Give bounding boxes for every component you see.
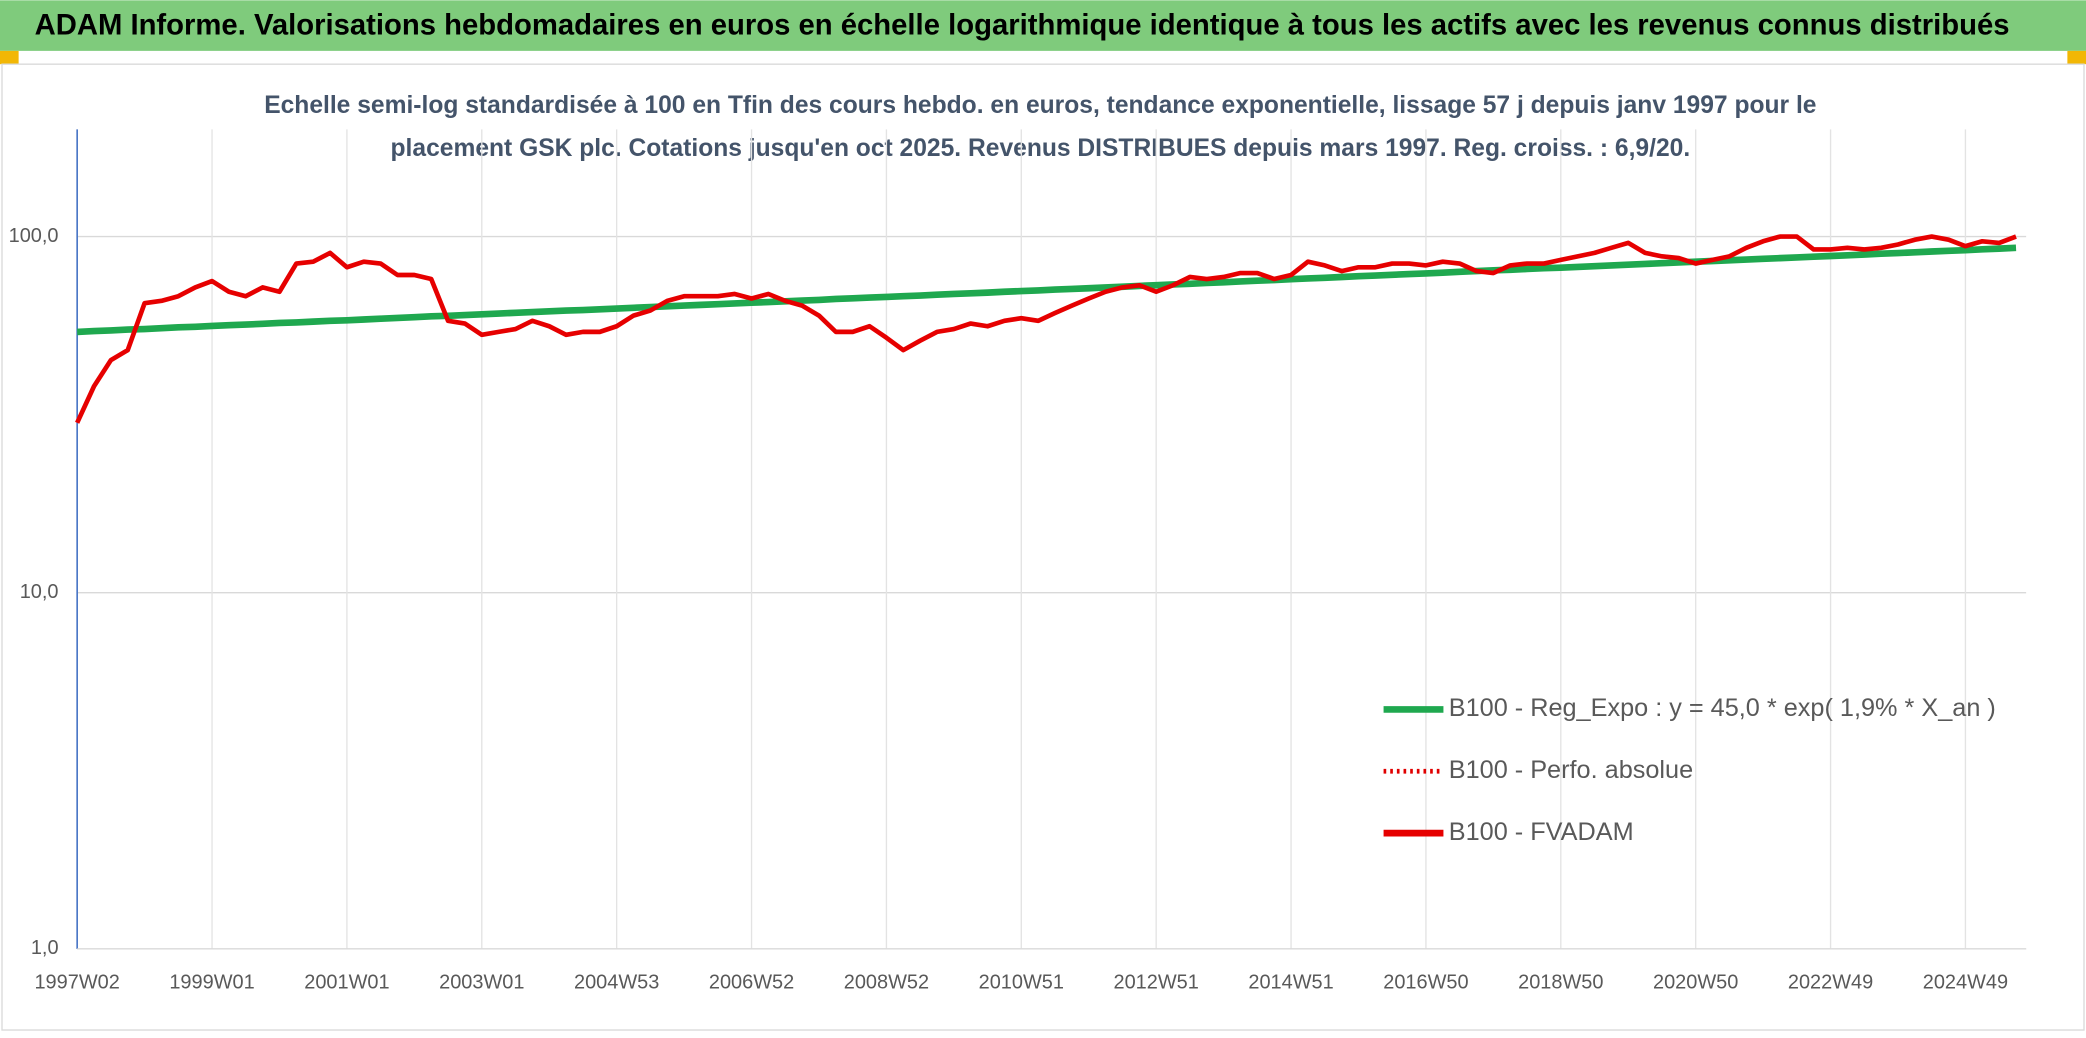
x-tick-label: 2004W53: [574, 972, 659, 994]
legend-label: B100 - Perfo. absolue: [1449, 756, 1693, 784]
x-tick-label: 2012W51: [1113, 972, 1198, 994]
chart-subtitle: Echelle semi-log standardisée à 100 en T…: [264, 92, 1816, 119]
y-tick-label: 100,0: [9, 225, 59, 247]
x-tick-label: 1997W02: [34, 972, 119, 994]
legend-label: B100 - FVADAM: [1449, 818, 1634, 846]
x-tick-label: 2010W51: [979, 972, 1064, 994]
y-tick-label: 10,0: [20, 581, 59, 603]
chart-title: ADAM Informe. Valorisations hebdomadaire…: [35, 10, 2010, 42]
y-tick-label: 1,0: [31, 937, 59, 959]
corner-mark: [2067, 50, 2086, 65]
legend-label: B100 - Reg_Expo : y = 45,0 * exp( 1,9% *…: [1449, 694, 1996, 722]
x-tick-label: 2022W49: [1788, 972, 1873, 994]
x-tick-label: 2014W51: [1248, 972, 1333, 994]
x-tick-label: 2016W50: [1383, 972, 1468, 994]
x-tick-label: 1999W01: [169, 972, 254, 994]
header-bar: [0, 0, 2086, 51]
x-tick-label: 2003W01: [439, 972, 524, 994]
x-tick-label: 2006W52: [709, 972, 794, 994]
x-tick-label: 2020W50: [1653, 972, 1738, 994]
x-tick-label: 2024W49: [1923, 972, 2008, 994]
x-tick-label: 2018W50: [1518, 972, 1603, 994]
corner-mark: [0, 50, 19, 65]
chart-subtitle: placement GSK plc. Cotations jusqu'en oc…: [391, 135, 1691, 162]
series-line: [75, 234, 2017, 424]
x-tick-label: 2008W52: [844, 972, 929, 994]
x-tick-label: 2001W01: [304, 972, 389, 994]
chart-frame: [1, 63, 2085, 1031]
